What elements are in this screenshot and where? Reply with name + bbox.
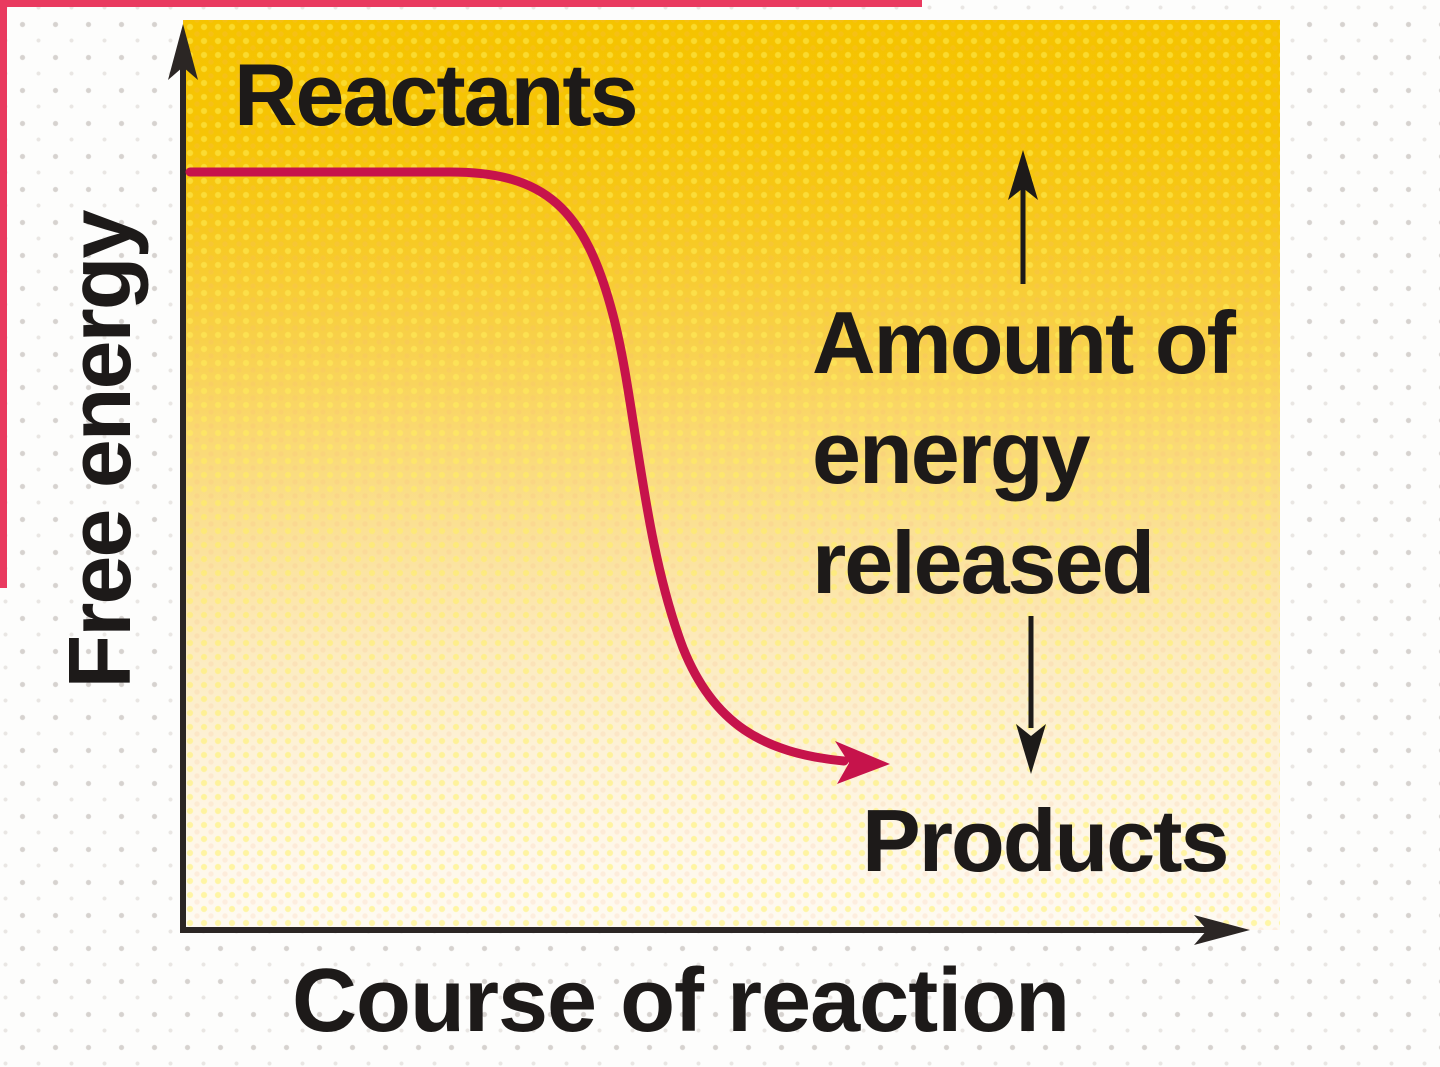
top-edge-artifact [0,0,922,7]
annotation-line-1: Amount of [812,293,1236,392]
energy-released-annotation: Amount of energy released [812,288,1236,618]
y-axis-label: Free energy [50,211,149,689]
annotation-line-3: released [812,513,1155,612]
annotation-line-2: energy [812,403,1091,502]
products-label: Products [862,791,1229,890]
left-edge-artifact [0,0,7,588]
x-axis-label: Course of reaction [292,951,1070,1051]
reactants-label: Reactants [234,45,639,144]
